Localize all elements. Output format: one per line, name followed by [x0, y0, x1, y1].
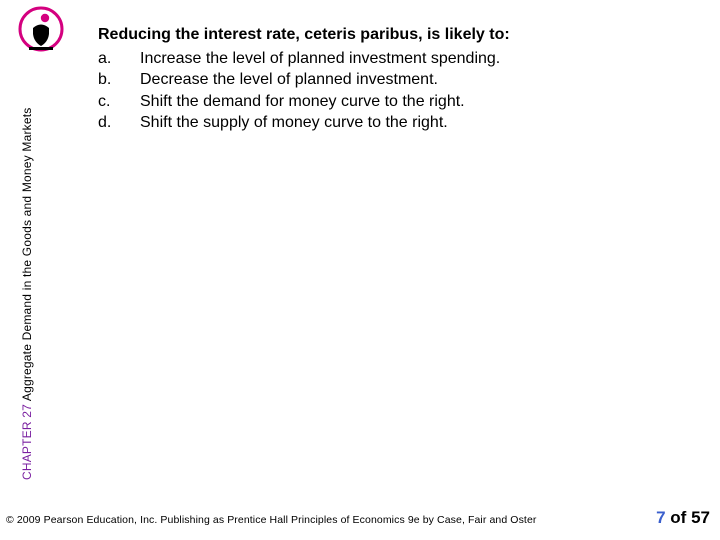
option-d: d. Shift the supply of money curve to th… — [98, 112, 700, 134]
option-text: Shift the supply of money curve to the r… — [140, 112, 700, 134]
option-text: Increase the level of planned investment… — [140, 48, 700, 70]
option-letter: c. — [98, 91, 140, 113]
option-text: Shift the demand for money curve to the … — [140, 91, 700, 113]
option-letter: a. — [98, 48, 140, 70]
option-letter: b. — [98, 69, 140, 91]
option-a: a. Increase the level of planned investm… — [98, 48, 700, 70]
page-current: 7 — [656, 508, 665, 527]
option-text: Decrease the level of planned investment… — [140, 69, 700, 91]
option-letter: d. — [98, 112, 140, 134]
page-of: of — [666, 508, 692, 527]
question-block: Reducing the interest rate, ceteris pari… — [98, 24, 700, 134]
page-indicator: 7 of 57 — [656, 508, 710, 528]
question-stem: Reducing the interest rate, ceteris pari… — [98, 24, 700, 46]
chapter-title: Aggregate Demand in the Goods and Money … — [20, 108, 34, 402]
publisher-logo-icon — [18, 6, 64, 52]
options-list: a. Increase the level of planned investm… — [98, 48, 700, 134]
chapter-sidebar: CHAPTER 27 Aggregate Demand in the Goods… — [20, 108, 34, 480]
option-c: c. Shift the demand for money curve to t… — [98, 91, 700, 113]
page-total: 57 — [691, 508, 710, 527]
option-b: b. Decrease the level of planned investm… — [98, 69, 700, 91]
copyright-text: © 2009 Pearson Education, Inc. Publishin… — [6, 514, 536, 526]
chapter-number: CHAPTER 27 — [20, 404, 34, 480]
slide-footer: © 2009 Pearson Education, Inc. Publishin… — [6, 508, 710, 528]
